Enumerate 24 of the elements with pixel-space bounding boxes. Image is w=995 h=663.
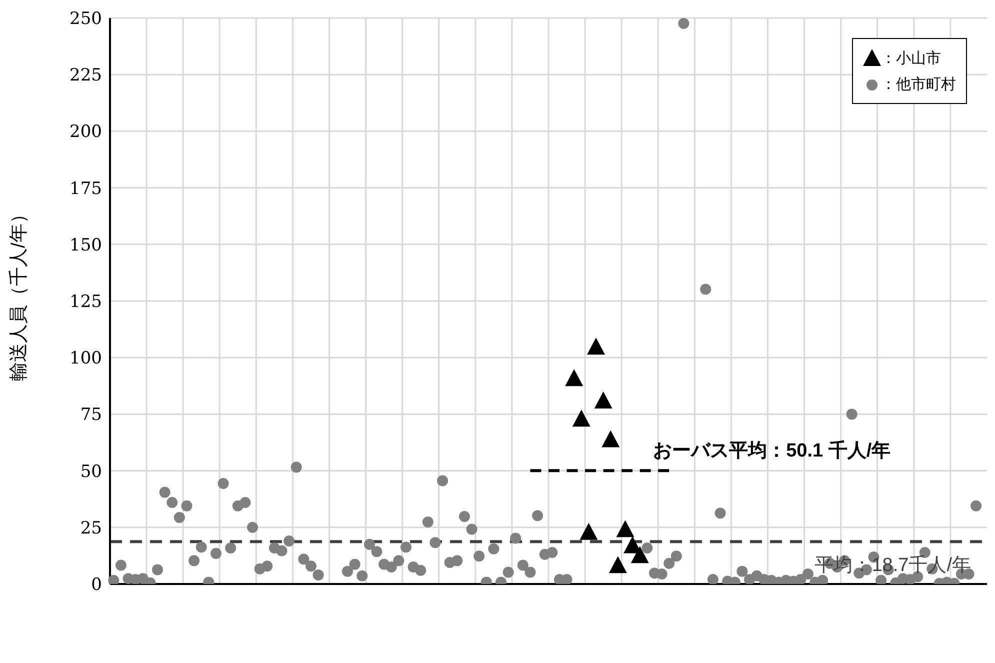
- y-tick-label: 0: [91, 575, 102, 596]
- y-tick-label: 75: [80, 405, 102, 426]
- y-tick-label: 25: [80, 518, 102, 538]
- y-tick-label: 200: [70, 122, 102, 142]
- point: [572, 410, 590, 427]
- y-tick-label: 100: [70, 348, 102, 369]
- legend-label: ：他市町村: [881, 74, 956, 94]
- point: [630, 546, 649, 564]
- point: [616, 520, 634, 538]
- y-tick-label: 125: [70, 292, 102, 312]
- y-tick-label: 250: [70, 9, 102, 30]
- legend-label: ：小山市: [881, 48, 941, 68]
- point: [602, 430, 620, 448]
- point: [608, 556, 627, 574]
- point: [587, 338, 606, 355]
- y-tick-label: 175: [70, 178, 102, 199]
- point: [565, 369, 584, 386]
- annotation: おーバス平均：50.1 千人/年: [653, 440, 891, 462]
- y-axis-title: 輸送人員（千人/年）: [8, 204, 30, 381]
- y-tick-label: 150: [70, 235, 102, 256]
- y-tick-label: 225: [70, 66, 102, 86]
- point: [580, 522, 598, 540]
- y-tick-label: 50: [80, 462, 102, 482]
- point: [594, 392, 612, 409]
